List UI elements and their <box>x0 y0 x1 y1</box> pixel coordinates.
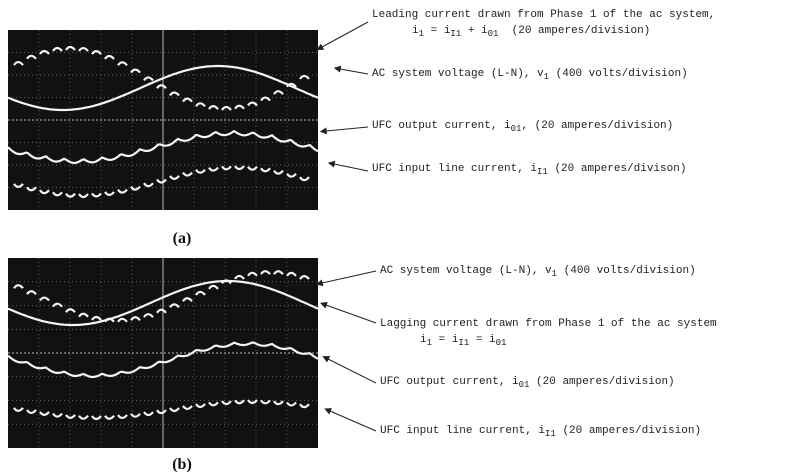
panel-caption: (a) <box>173 230 192 247</box>
annotation-text: Leading current drawn from Phase 1 of th… <box>372 9 715 21</box>
pointer-arrow <box>315 270 377 287</box>
annotation-line: UFC input line current, iI1 (20 amperes/… <box>372 163 686 177</box>
annotation-text: (400 volts/division) <box>557 265 696 277</box>
annotation-text: AC system voltage (L-N), v <box>380 265 552 277</box>
annotation-text: UFC output current, i <box>372 120 511 132</box>
annotation-text: Lagging current drawn from Phase 1 of th… <box>380 318 717 330</box>
oscilloscope <box>7 30 319 210</box>
voltage-trace <box>7 279 319 327</box>
oscilloscope <box>7 258 319 448</box>
voltage-trace <box>7 64 319 112</box>
annotation-text: = i <box>432 334 459 346</box>
annotation-text: i <box>420 334 427 346</box>
annotation-text: UFC input line current, i <box>372 163 537 175</box>
output-current-trace <box>7 341 319 379</box>
line-current-trace <box>13 270 310 323</box>
input-current-trace <box>13 165 310 199</box>
annotation-text: AC system voltage (L-N), v <box>372 68 544 80</box>
subscript: 1 <box>552 269 557 279</box>
pointer-arrow <box>324 408 377 432</box>
subscript: 01 <box>519 380 530 390</box>
subscript: 01 <box>496 338 507 348</box>
annotation-text: (20 amperes/division) <box>498 25 650 37</box>
annotation-line: Lagging current drawn from Phase 1 of th… <box>380 318 717 330</box>
annotation-text: , (20 amperes/division) <box>521 120 673 132</box>
pointer-arrow <box>320 301 377 324</box>
annotation-text: = i <box>469 334 496 346</box>
subscript: 1 <box>419 29 424 39</box>
annotation-text: = i <box>424 25 451 37</box>
subscript: I1 <box>545 429 556 439</box>
subscript: 1 <box>427 338 432 348</box>
annotation-text: (400 volts/division) <box>549 68 688 80</box>
subscript: I1 <box>450 29 461 39</box>
annotation-line: UFC output current, i01 (20 amperes/divi… <box>380 376 675 390</box>
subscript: I1 <box>537 167 548 177</box>
input-current-trace <box>13 399 310 421</box>
annotation-line: AC system voltage (L-N), v1 (400 volts/d… <box>380 265 696 279</box>
annotation-line: i1 = iI1 = i01 <box>420 334 506 348</box>
pointer-arrow <box>319 126 369 135</box>
line-current-trace <box>13 45 310 111</box>
annotation-text: UFC input line current, i <box>380 425 545 437</box>
annotation-line: UFC output current, i01, (20 amperes/div… <box>372 120 673 134</box>
output-current-trace <box>7 129 319 165</box>
annotation-text: UFC output current, i <box>380 376 519 388</box>
annotation-text: (20 amperes/division) <box>529 376 674 388</box>
annotation-line: Leading current drawn from Phase 1 of th… <box>372 9 715 21</box>
scopes <box>7 30 319 448</box>
annotation-text: (20 amperes/divison) <box>548 163 687 175</box>
labels: (a) Leading current drawn from Phase 1 of… <box>172 9 717 473</box>
subscript: 01 <box>488 29 499 39</box>
pointer-arrow <box>316 21 369 51</box>
annotation-line: UFC input line current, iI1 (20 amperes/… <box>380 425 701 439</box>
annotation-line: i1 = iI1 + i01 (20 amperes/division) <box>412 25 650 39</box>
panel-caption: (b) <box>172 456 192 473</box>
pointer-arrow <box>327 160 369 172</box>
annotation-line: AC system voltage (L-N), v1 (400 volts/d… <box>372 68 688 82</box>
annotation-text: (20 amperes/division) <box>556 425 701 437</box>
annotation-text: + i <box>461 25 488 37</box>
subscript: 1 <box>544 72 549 82</box>
pointer-arrow <box>333 65 369 75</box>
pointer-arrow <box>322 356 377 384</box>
subscript: 01 <box>511 124 522 134</box>
annotation-text: i <box>412 25 419 37</box>
subscript: I1 <box>458 338 469 348</box>
